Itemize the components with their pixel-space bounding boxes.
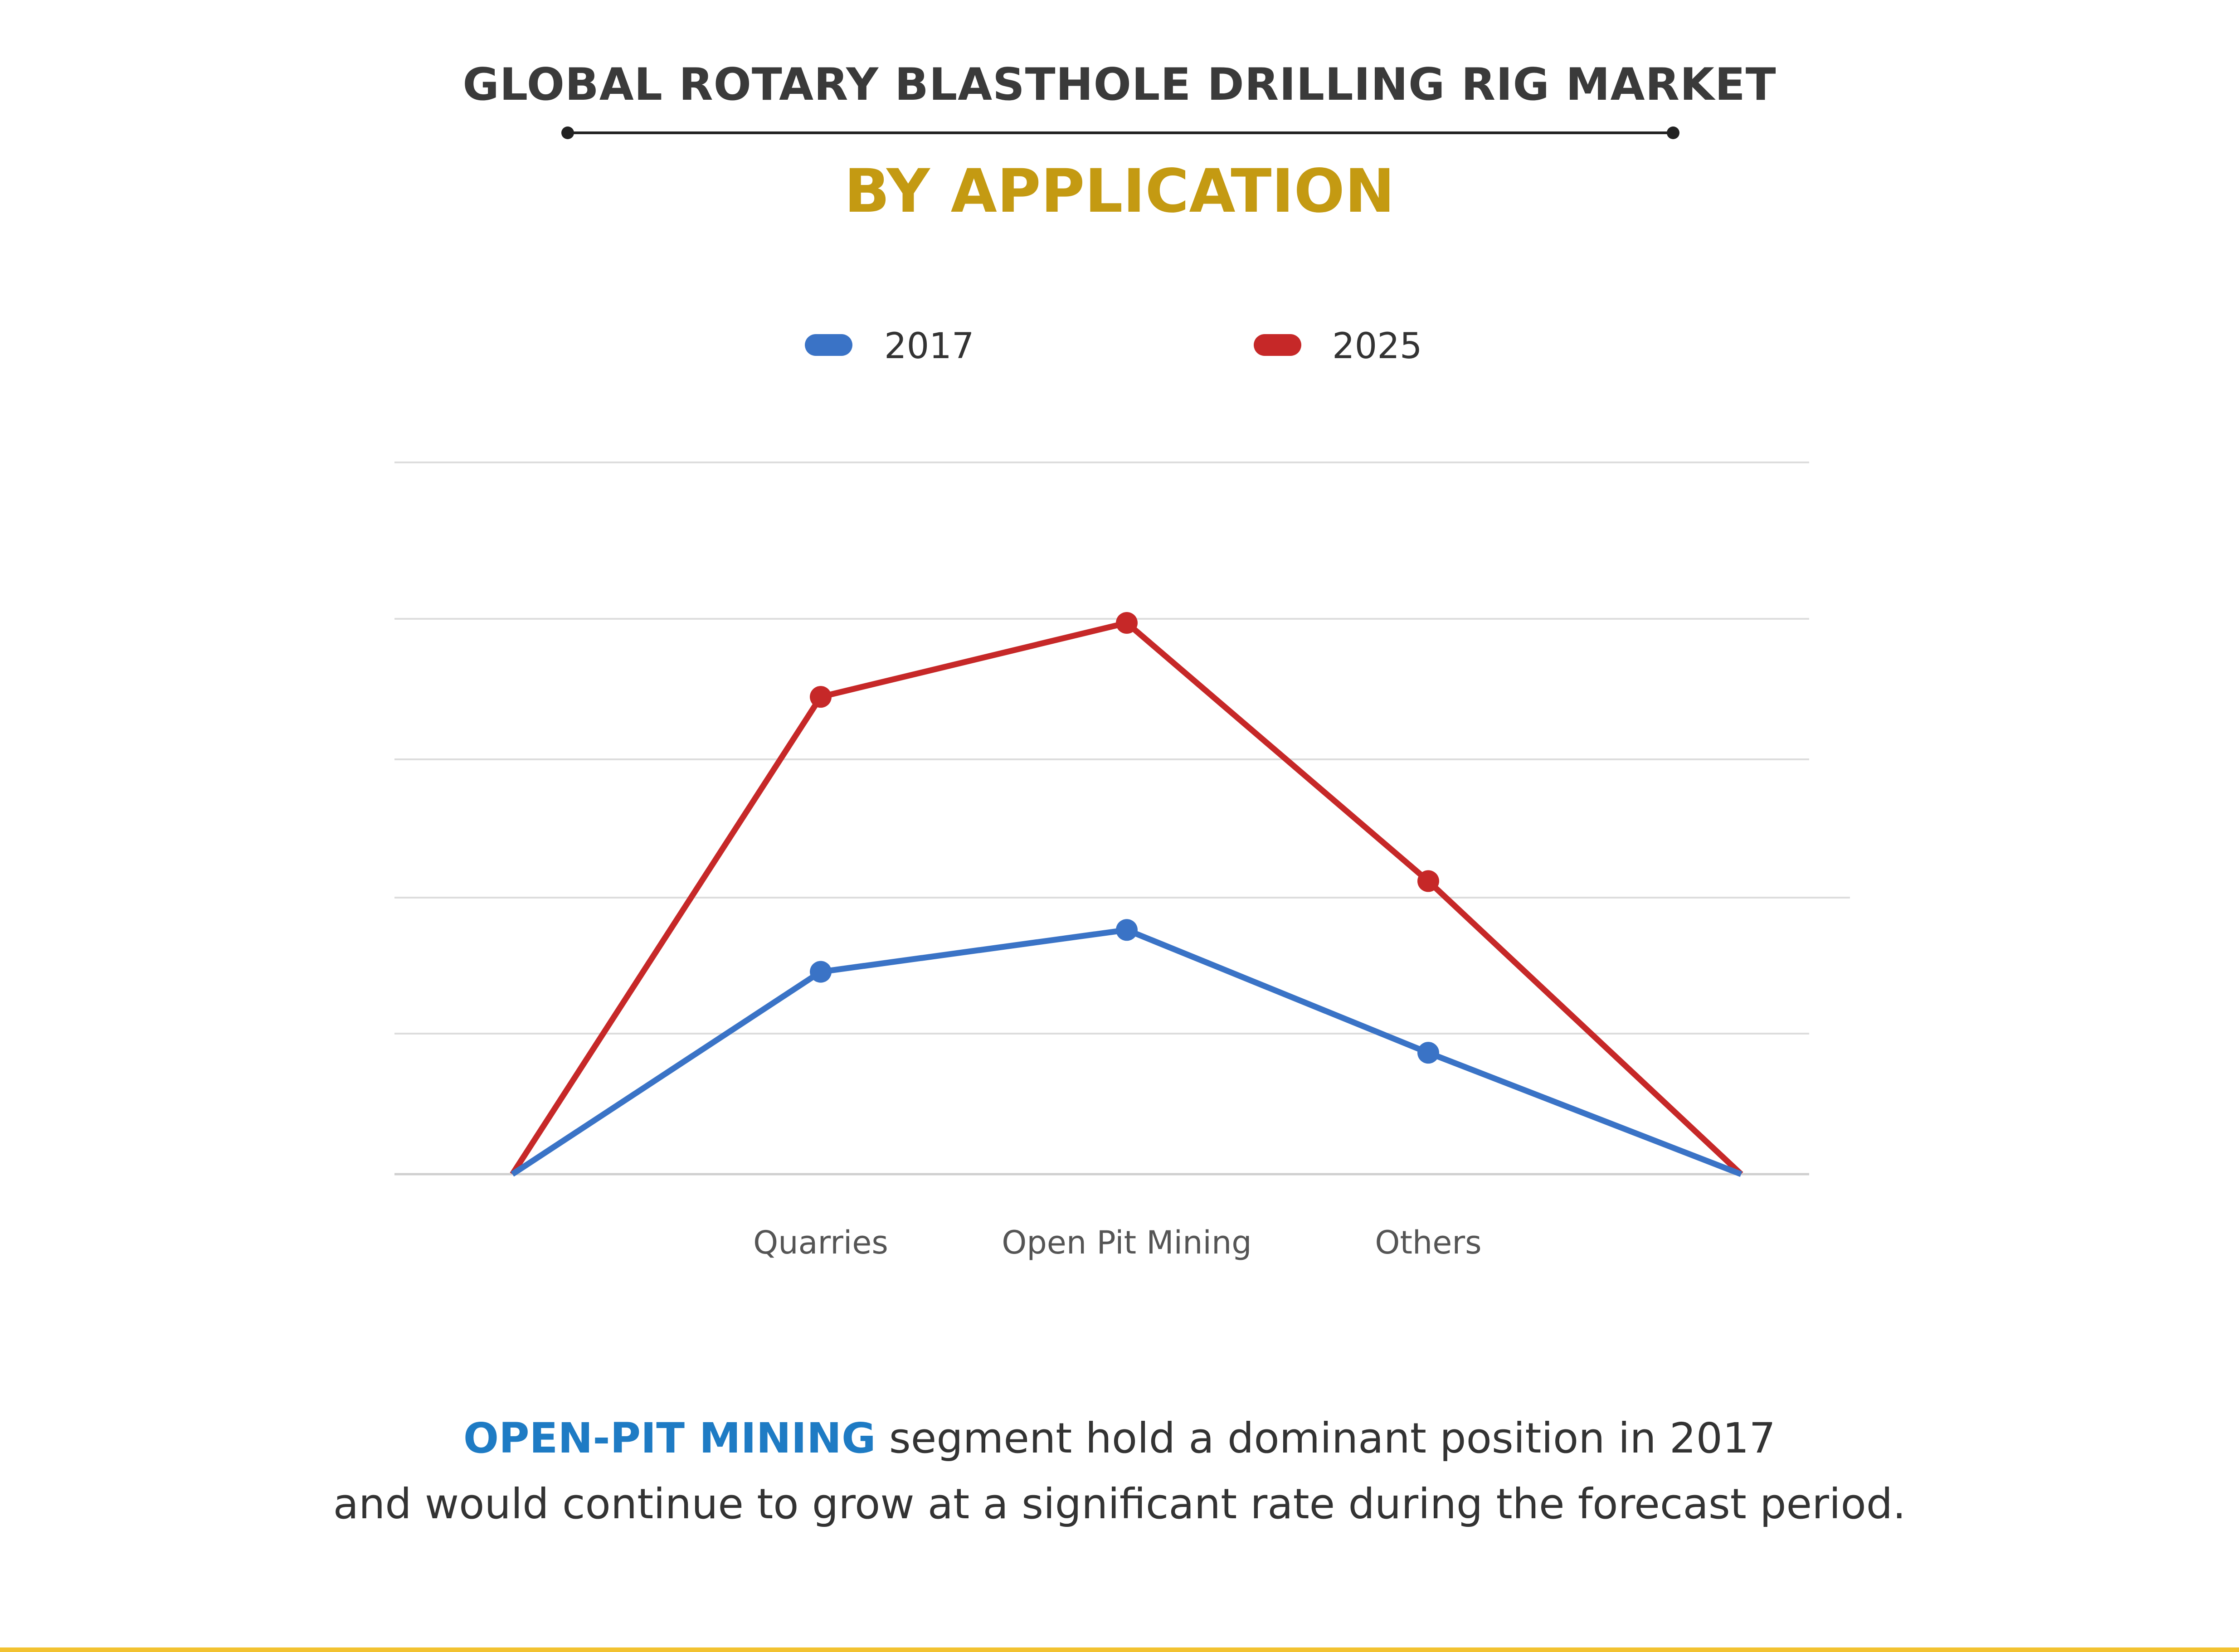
x-tick-label: Quarries bbox=[753, 1224, 888, 1261]
x-tick-label: Open Pit Mining bbox=[1002, 1224, 1252, 1261]
bottom-rule bbox=[0, 1647, 2239, 1652]
gridlines bbox=[394, 462, 1850, 1176]
legend: 2017 2025 bbox=[805, 326, 1422, 367]
point-2017-others bbox=[1417, 1042, 1439, 1064]
footnote-line1: segment hold a dominant position in 2017 bbox=[876, 1414, 1776, 1463]
x-tick-label: Others bbox=[1375, 1224, 1481, 1261]
footnote-highlight: OPEN-PIT MINING bbox=[463, 1414, 876, 1463]
point-2017-open-pit-mining bbox=[1116, 919, 1138, 941]
series-line-2025 bbox=[510, 620, 1743, 1176]
point-2025-quarries bbox=[810, 686, 832, 708]
series-line-2017 bbox=[511, 927, 1743, 1177]
footnote-line2: and would continue to grow at a signific… bbox=[333, 1480, 1906, 1528]
chart-title: GLOBAL ROTARY BLASTHOLE DRILLING RIG MAR… bbox=[462, 59, 1777, 111]
x-axis-ticks: Quarries Open Pit Mining Others bbox=[753, 1224, 1481, 1261]
chart-footnote: OPEN-PIT MINING segment hold a dominant … bbox=[0, 1405, 2239, 1537]
title-divider bbox=[561, 126, 1679, 139]
legend-swatch-2017 bbox=[805, 334, 852, 356]
legend-label-2017: 2017 bbox=[884, 326, 974, 367]
legend-swatch-2025 bbox=[1254, 334, 1301, 356]
point-2025-others bbox=[1417, 870, 1439, 892]
legend-label-2025: 2025 bbox=[1332, 326, 1422, 367]
point-2025-open-pit-mining bbox=[1116, 612, 1138, 634]
line-chart: 2017 2025 Quarries Open Pit Mining Others bbox=[394, 326, 1850, 1261]
chart-subtitle: BY APPLICATION bbox=[844, 156, 1395, 226]
point-2017-quarries bbox=[810, 961, 832, 983]
series-lines bbox=[510, 612, 1743, 1177]
